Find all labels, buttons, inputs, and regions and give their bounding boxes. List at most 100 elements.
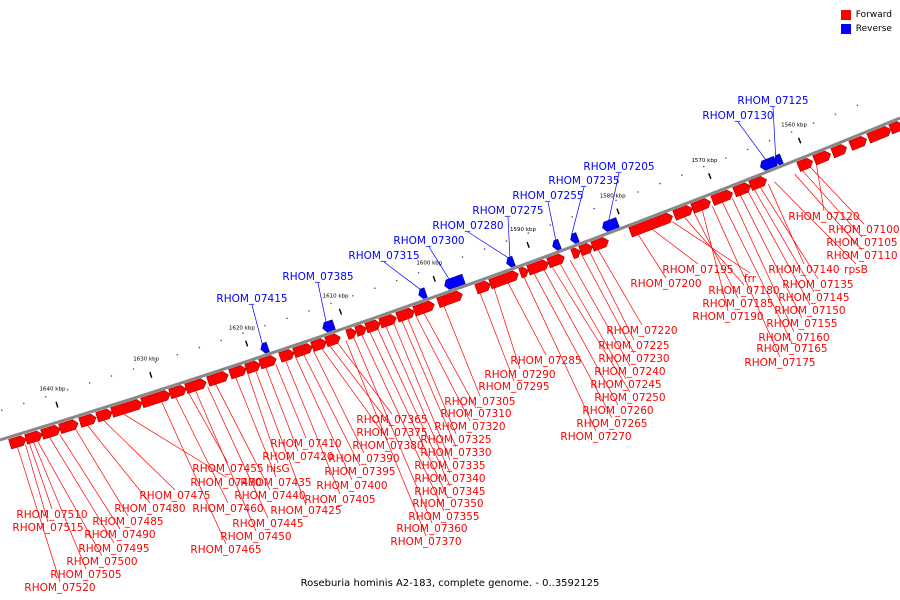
kbp-tick-label: 1640 kbp [40, 386, 66, 392]
genome-caption: Roseburia hominis A2-183, complete genom… [300, 578, 600, 589]
gene-labels: RHOM_07125 RHOM_07130 RHOM_07205 RHOM_07235… [12, 95, 899, 594]
kbp-tick-label: 1630 kbp [133, 357, 159, 363]
forward-gene [526, 259, 549, 276]
minor-dot [768, 139, 771, 142]
kbp-tick-label: 1560 kbp [781, 123, 807, 129]
gene-label: RHOM_07155 [766, 318, 837, 330]
forward-gene [830, 144, 847, 159]
minor-dot [23, 402, 25, 405]
gene-label: RHOM_07110 [826, 250, 897, 262]
leader-line [17, 447, 61, 583]
gene-label: RHOM_07265 [576, 418, 647, 430]
leader-line [235, 377, 277, 478]
forward-gene [228, 365, 247, 380]
leader-line [571, 186, 585, 235]
minor-dot [242, 332, 244, 334]
gene-label: RHOM_07455 [192, 463, 263, 475]
forward-gene [184, 378, 207, 394]
gene-label: RHOM_07400 [316, 480, 387, 492]
minor-dot [417, 271, 420, 274]
gene-label: RHOM_07350 [412, 498, 483, 510]
kbp-tick-mark [616, 208, 620, 215]
gene-label: RHOM_07290 [484, 369, 555, 381]
gene-label: RHOM_07375 [356, 427, 427, 439]
kbp-tick-mark [708, 173, 712, 180]
gene-label: RHOM_07260 [582, 405, 653, 417]
leader-line [523, 277, 597, 432]
forward-gene [354, 324, 367, 337]
leader-line [551, 266, 631, 393]
leader-line [423, 313, 477, 409]
leader-line [247, 373, 279, 464]
leader-line [275, 364, 307, 439]
gene-label: RHOM_07465 [190, 544, 261, 556]
leader-line [33, 442, 87, 570]
leader-line [589, 252, 635, 341]
leader-line [701, 210, 729, 312]
leader-line [533, 273, 613, 419]
leader-line [251, 304, 263, 344]
leader-line [87, 425, 151, 504]
leader-line [810, 167, 865, 225]
gene-label: RHOM_07180 [708, 285, 779, 297]
minor-dot [308, 310, 310, 312]
gene-label: RHOM_07485 [92, 516, 163, 528]
leader-line [345, 340, 427, 537]
gene-features [8, 121, 900, 450]
reverse-gene [506, 255, 516, 268]
leader-line [255, 370, 307, 506]
forward-gene [168, 384, 187, 400]
minor-dot [132, 368, 135, 370]
gene-label: RHOM_07335 [414, 460, 485, 472]
gene-label: RHOM_07160 [758, 332, 829, 344]
kbp-ticks: 1640 kbp 1630 kbp 1620 kbp 1610 kbp 1600 kbp… [40, 123, 808, 408]
leader-line [75, 429, 129, 517]
forward-gene [206, 371, 229, 387]
minor-dot [703, 165, 705, 168]
leader-line [754, 189, 815, 293]
leader-line [303, 354, 361, 467]
leader-line [295, 357, 353, 481]
leader-line [547, 201, 557, 241]
gene-label: RHOM_07345 [414, 486, 485, 498]
gene-label: RHOM_07300 [393, 235, 464, 247]
forward-gene [58, 419, 79, 434]
gene-label: RHOM_07185 [702, 298, 773, 310]
leader-line [317, 282, 327, 322]
forward-gene [378, 314, 397, 329]
leader-line [732, 198, 795, 333]
gene-label: RHOM_07385 [282, 271, 353, 283]
minor-dot [154, 361, 157, 363]
forward-gene [24, 430, 43, 445]
leader-line [638, 234, 667, 279]
forward-gene [672, 205, 693, 221]
leader-line [569, 260, 631, 367]
leader-line [760, 187, 819, 280]
minor-dot [198, 346, 201, 349]
gene-label: RHOM_07445 [232, 518, 303, 530]
kbp-tick-mark [526, 241, 530, 248]
reverse-gene [418, 287, 428, 299]
leader-line [816, 164, 825, 212]
leader-line [377, 329, 451, 487]
leader-line [123, 413, 227, 478]
gene-label: RHOM_07245 [590, 379, 661, 391]
minor-dot [505, 240, 508, 242]
forward-gene [628, 212, 673, 238]
leader-line [161, 401, 227, 545]
leader-line [385, 326, 451, 474]
leader-line [443, 306, 481, 397]
gene-label: RHOM_07305 [444, 396, 515, 408]
gene-label: RHOM_07495 [78, 543, 149, 555]
kbp-tick-mark [797, 137, 802, 144]
leader-line [175, 397, 229, 504]
kbp-tick-mark [149, 371, 153, 379]
forward-gene [796, 157, 813, 172]
forward-gene [866, 126, 892, 144]
forward-gene [748, 176, 767, 191]
gene-label: RHOM_07145 [778, 292, 849, 304]
minor-dot [220, 339, 222, 342]
minor-dot [615, 199, 617, 202]
leader-line [608, 172, 620, 221]
legend-label-reverse: Reverse [855, 24, 892, 34]
